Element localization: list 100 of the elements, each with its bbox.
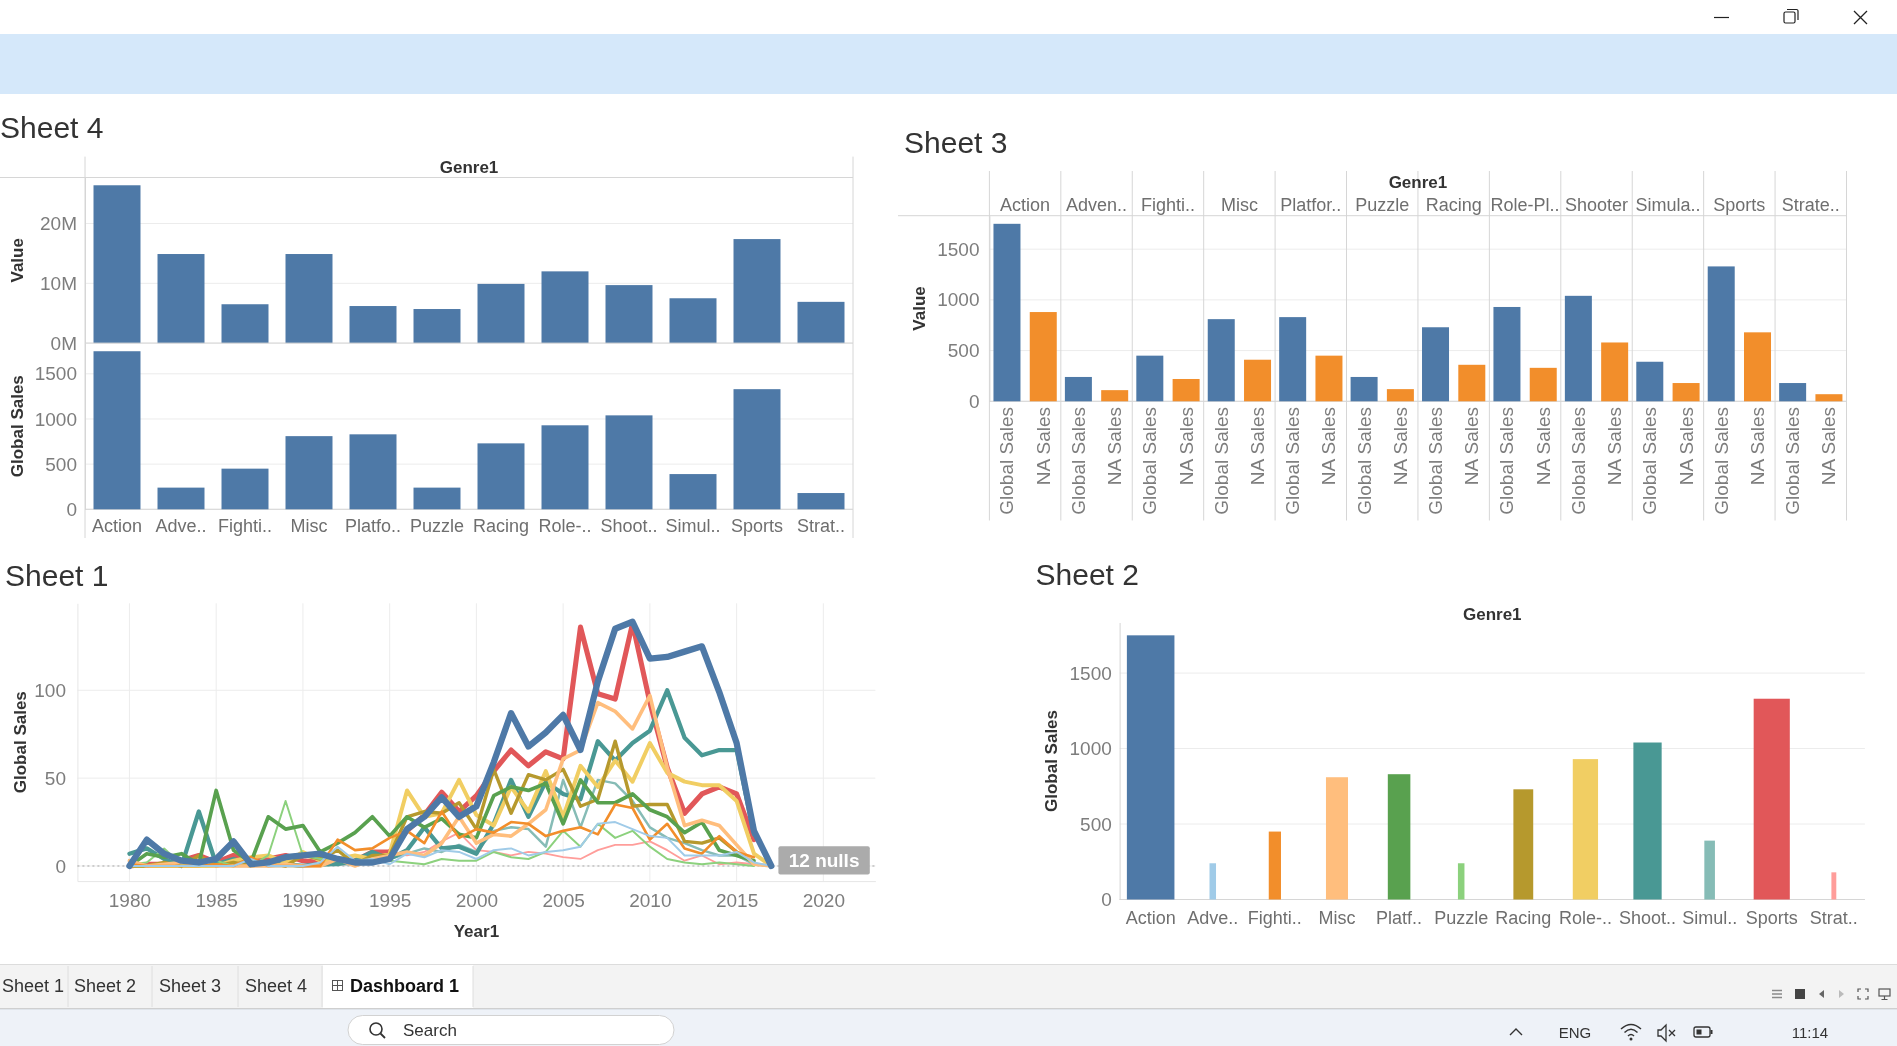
x-tick-label: 1990: [282, 889, 325, 911]
text: Sheet 3: [159, 976, 222, 996]
x-tick-label: Puzzle: [1355, 194, 1410, 215]
x-tick-label: Adve..: [155, 516, 207, 537]
text: Global Sales: [1710, 407, 1732, 515]
text: Global Sales: [996, 407, 1018, 515]
x-tick-label: Sports: [730, 516, 784, 537]
y-tick-label: 0M: [50, 332, 77, 354]
x-tick-label: Shooter: [1564, 194, 1629, 215]
y-axis-title: Value: [7, 238, 27, 283]
text: NA Sales: [1532, 407, 1554, 486]
y-tick-label: 500: [45, 453, 77, 475]
x-tick-label: Racing: [472, 516, 530, 537]
y-tick-label: 20M: [40, 213, 77, 235]
x-tick-label: 1995: [369, 889, 412, 911]
y-tick-label: 0: [55, 855, 66, 877]
y-tick-label: 0: [968, 390, 980, 412]
y-tick-label: 500: [947, 340, 980, 362]
x-tick-label: Simul..: [665, 516, 721, 537]
chart-title: Sheet 4: [0, 110, 104, 144]
y-tick-label: 1500: [1069, 662, 1112, 684]
y-tick-label: 1500: [937, 238, 980, 260]
y-tick-label: 10M: [40, 272, 77, 294]
x-tick-label: Sports: [1745, 907, 1798, 928]
chart-title: Sheet 1: [5, 558, 109, 592]
y-tick-label: 100: [34, 679, 66, 701]
x-tick-label: Action: [91, 516, 143, 537]
x-tick-label: Misc: [290, 516, 328, 537]
x-tick-label: 2005: [542, 889, 585, 911]
x-tick-label: Sports: [1713, 194, 1766, 215]
x-tick-label: 2000: [455, 889, 499, 911]
text: NA Sales: [1604, 407, 1626, 486]
text: NA Sales: [1389, 407, 1411, 486]
x-tick-label: 1980: [108, 889, 152, 911]
x-tick-label: Platfo..: [344, 516, 402, 537]
x-tick-label: Fighti..: [1140, 194, 1195, 215]
x-tick-label: Misc: [1220, 194, 1258, 215]
x-tick-label: Strate..: [1781, 194, 1840, 215]
text: NA Sales: [1818, 407, 1840, 486]
text: ENG: [1558, 1023, 1592, 1041]
text: NA Sales: [1675, 407, 1697, 486]
text: Sheet 4: [245, 976, 308, 996]
annotation: 12 nulls: [788, 849, 860, 871]
text: Search: [403, 1021, 457, 1040]
chart-title: Sheet 2: [1035, 558, 1139, 591]
text: Global Sales: [1353, 407, 1375, 515]
y-tick-label: 1000: [34, 408, 77, 430]
x-tick-label: Adve..: [1187, 907, 1239, 928]
x-tick-label: Puzzle: [1434, 907, 1489, 928]
x-tick-label: Strat..: [796, 516, 846, 537]
y-tick-label: 1000: [937, 289, 980, 311]
y-tick-label: 1000: [1069, 738, 1112, 760]
text: Global Sales: [1567, 407, 1589, 515]
x-tick-label: 2015: [715, 889, 759, 911]
x-tick-label: Role-Pl..: [1490, 194, 1560, 215]
x-axis-title: Genre1: [1388, 172, 1448, 192]
text: NA Sales: [1461, 407, 1483, 486]
x-axis-title: Genre1: [439, 158, 499, 177]
text: Global Sales: [1210, 407, 1232, 515]
text: Global Sales: [1496, 407, 1518, 515]
y-tick-label: 1500: [34, 363, 77, 385]
text: Sheet 2: [74, 976, 137, 996]
text: Global Sales: [1782, 407, 1804, 515]
text: NA Sales: [1247, 407, 1269, 486]
text: Global Sales: [1639, 407, 1661, 515]
text: 11:14: [1791, 1023, 1829, 1041]
chart-title: Sheet 3: [904, 126, 1008, 159]
text: Dashboard 1: [350, 976, 460, 996]
x-tick-label: Platfor..: [1280, 194, 1342, 215]
x-tick-label: Role-..: [1558, 907, 1612, 928]
x-tick-label: Shoot..: [1619, 907, 1677, 928]
x-tick-label: Fighti..: [217, 516, 273, 537]
x-tick-label: Strat..: [1809, 907, 1858, 928]
y-axis-title: Global Sales: [1041, 709, 1061, 813]
x-tick-label: Action: [1125, 907, 1176, 928]
y-tick-label: 0: [1101, 889, 1112, 911]
y-axis-title: Global Sales: [7, 375, 27, 478]
x-tick-label: Fighti..: [1247, 907, 1302, 928]
y-tick-label: 50: [44, 767, 66, 789]
x-axis-title: Genre1: [1462, 605, 1522, 625]
x-tick-label: Shoot..: [600, 516, 658, 537]
x-tick-label: Racing: [1425, 194, 1482, 215]
y-tick-label: 0: [66, 498, 77, 520]
text: NA Sales: [1747, 407, 1769, 486]
text: Global Sales: [1067, 407, 1089, 515]
text: Global Sales: [1425, 407, 1447, 515]
x-tick-label: Role-..: [538, 516, 592, 537]
x-tick-label: Action: [1000, 194, 1051, 215]
x-tick-label: Adven..: [1066, 194, 1128, 215]
x-tick-label: Misc: [1318, 907, 1356, 928]
text: NA Sales: [1175, 407, 1197, 486]
text: NA Sales: [1318, 407, 1340, 486]
x-tick-label: Puzzle: [409, 516, 465, 537]
x-tick-label: Racing: [1495, 907, 1552, 928]
y-tick-label: 500: [1080, 813, 1112, 835]
x-tick-label: 2010: [629, 889, 672, 911]
x-tick-label: 1985: [195, 889, 238, 911]
x-tick-label: 2020: [802, 889, 845, 911]
x-tick-label: Simula..: [1635, 194, 1701, 215]
x-tick-label: Simul..: [1682, 907, 1738, 928]
